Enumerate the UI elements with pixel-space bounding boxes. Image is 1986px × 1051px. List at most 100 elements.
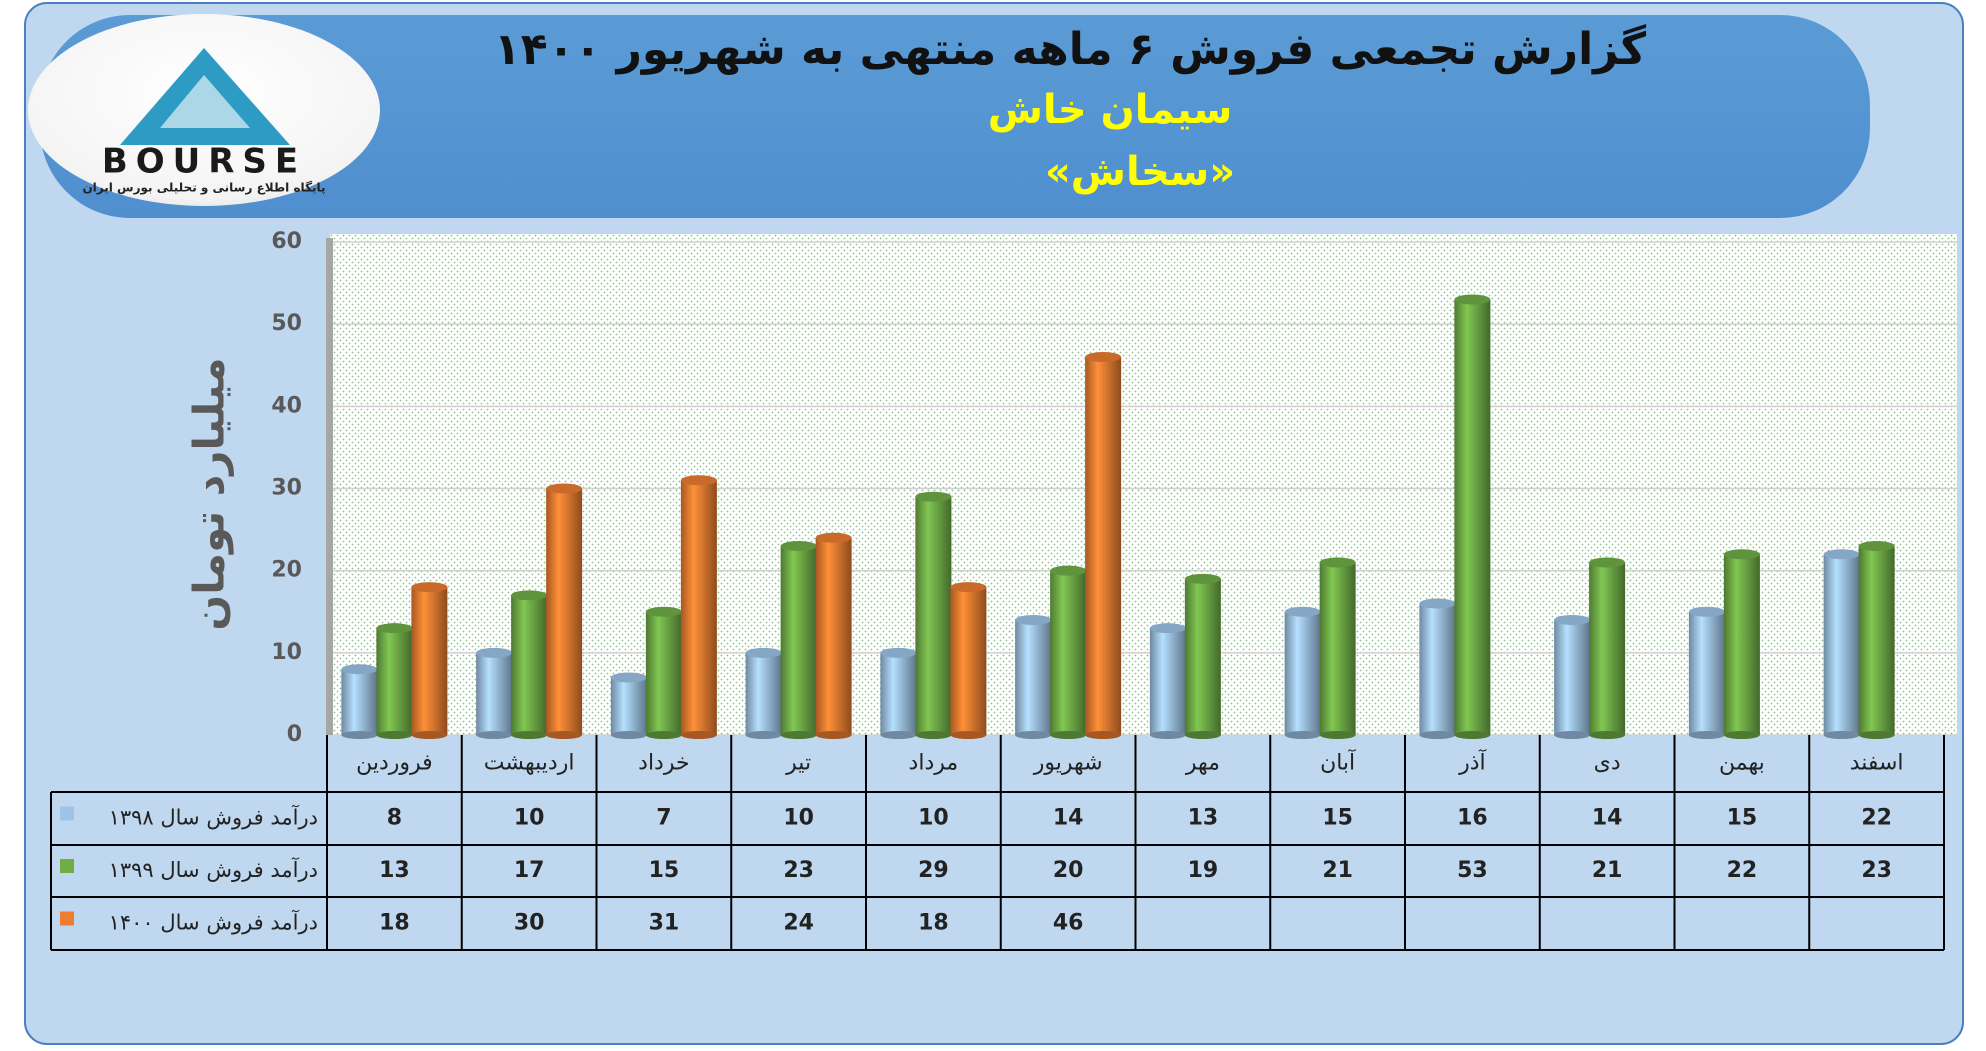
bar-base xyxy=(1085,731,1122,739)
bar-base xyxy=(645,731,682,739)
y-tick-label: 0 xyxy=(287,722,302,747)
bar-base xyxy=(815,731,852,739)
bar xyxy=(511,595,548,735)
bar-top xyxy=(341,664,378,675)
bar-top xyxy=(1184,573,1221,584)
y-tick-label: 60 xyxy=(271,229,302,254)
bar xyxy=(476,652,513,735)
logo-mark xyxy=(120,48,290,145)
bar xyxy=(1589,562,1626,735)
bar xyxy=(950,587,987,735)
bar-base xyxy=(1858,731,1895,739)
bar-top xyxy=(1554,614,1591,625)
x-tick-label: خرداد xyxy=(638,751,689,776)
table-value: 15 xyxy=(1322,806,1353,831)
table-value: 30 xyxy=(514,911,545,936)
table-value: 7 xyxy=(656,806,671,831)
table-value: 13 xyxy=(1188,806,1219,831)
bar-base xyxy=(880,731,917,739)
table-value: 8 xyxy=(387,806,402,831)
table-value: 17 xyxy=(514,858,545,883)
bar-base xyxy=(1419,731,1456,739)
bar-base xyxy=(915,731,952,739)
table-value: 46 xyxy=(1053,911,1084,936)
legend-label: درآمد فروش سال ۱۳۹۸ xyxy=(109,805,318,830)
bar xyxy=(1688,611,1725,735)
bar xyxy=(1454,299,1491,735)
bar xyxy=(1823,554,1860,735)
y-tick-label: 20 xyxy=(271,558,302,583)
bar-top xyxy=(780,541,817,552)
bar-base xyxy=(511,731,548,739)
bar xyxy=(1319,562,1356,735)
bar-top xyxy=(1149,623,1186,634)
bar-base xyxy=(610,731,647,739)
y-tick-label: 30 xyxy=(271,476,302,501)
bar-top xyxy=(745,647,782,658)
x-tick-label: مهر xyxy=(1185,751,1220,776)
bar-base xyxy=(1554,731,1591,739)
bar-top xyxy=(476,647,513,658)
bar-top xyxy=(1823,549,1860,560)
table-value: 14 xyxy=(1592,806,1623,831)
bar-top xyxy=(610,672,647,683)
legend-label: درآمد فروش سال ۱۴۰۰ xyxy=(109,910,318,935)
table-value: 29 xyxy=(918,858,949,883)
bar-top xyxy=(1085,352,1122,363)
chart-symbol: «سخاش» xyxy=(1045,149,1235,195)
x-tick-label: اردیبهشت xyxy=(484,751,575,776)
bar-top xyxy=(915,491,952,502)
bar-base xyxy=(1184,731,1221,739)
bar xyxy=(1858,546,1895,735)
logo-tagline: پایگاه اطلاع رسانی و تحلیلی بورس ایران xyxy=(82,181,325,196)
table-value: 14 xyxy=(1053,806,1084,831)
bar-base xyxy=(546,731,583,739)
table-value: 19 xyxy=(1188,858,1219,883)
bar xyxy=(376,628,413,735)
y-tick-label: 40 xyxy=(271,393,302,418)
bar xyxy=(880,652,917,735)
y-axis xyxy=(326,238,333,735)
bar-base xyxy=(1284,731,1321,739)
bar xyxy=(680,480,717,735)
bar-top xyxy=(680,475,717,486)
legend-swatch xyxy=(60,859,74,873)
bar-top xyxy=(546,483,583,494)
bar-base xyxy=(780,731,817,739)
x-tick-label: اسفند xyxy=(1850,751,1904,776)
table-value: 20 xyxy=(1053,858,1084,883)
bar xyxy=(610,677,647,735)
y-tick-label: 50 xyxy=(271,311,302,336)
table-value: 31 xyxy=(649,911,680,936)
bar-top xyxy=(1419,598,1456,609)
bar-top xyxy=(1858,541,1895,552)
bar-top xyxy=(815,532,852,543)
x-tick-label: مرداد xyxy=(909,751,959,776)
table-value: 21 xyxy=(1322,858,1353,883)
bar-base xyxy=(1015,731,1052,739)
bar-top xyxy=(1723,549,1760,560)
bar-base xyxy=(411,731,448,739)
bar xyxy=(780,546,817,735)
chart-title: گزارش تجمعی فروش ۶ ماهه منتهی به شهریور … xyxy=(494,23,1647,75)
bar-base xyxy=(1149,731,1186,739)
table-value: 23 xyxy=(783,858,814,883)
banner xyxy=(40,15,1870,218)
plot-area xyxy=(330,234,1957,735)
bar-top xyxy=(1688,606,1725,617)
x-tick-label: شهریور xyxy=(1033,751,1103,776)
bar-top xyxy=(645,606,682,617)
bar-base xyxy=(1688,731,1725,739)
bar xyxy=(411,587,448,735)
bar-top xyxy=(950,582,987,593)
x-tick-label: آبان xyxy=(1320,749,1356,776)
x-tick-label: دی xyxy=(1594,751,1621,776)
bar-base xyxy=(1823,731,1860,739)
legend-swatch xyxy=(60,911,74,926)
bar-top xyxy=(511,590,548,601)
y-tick-label: 10 xyxy=(271,640,302,665)
bar xyxy=(1184,578,1221,735)
bar xyxy=(745,652,782,735)
bar xyxy=(1419,603,1456,735)
